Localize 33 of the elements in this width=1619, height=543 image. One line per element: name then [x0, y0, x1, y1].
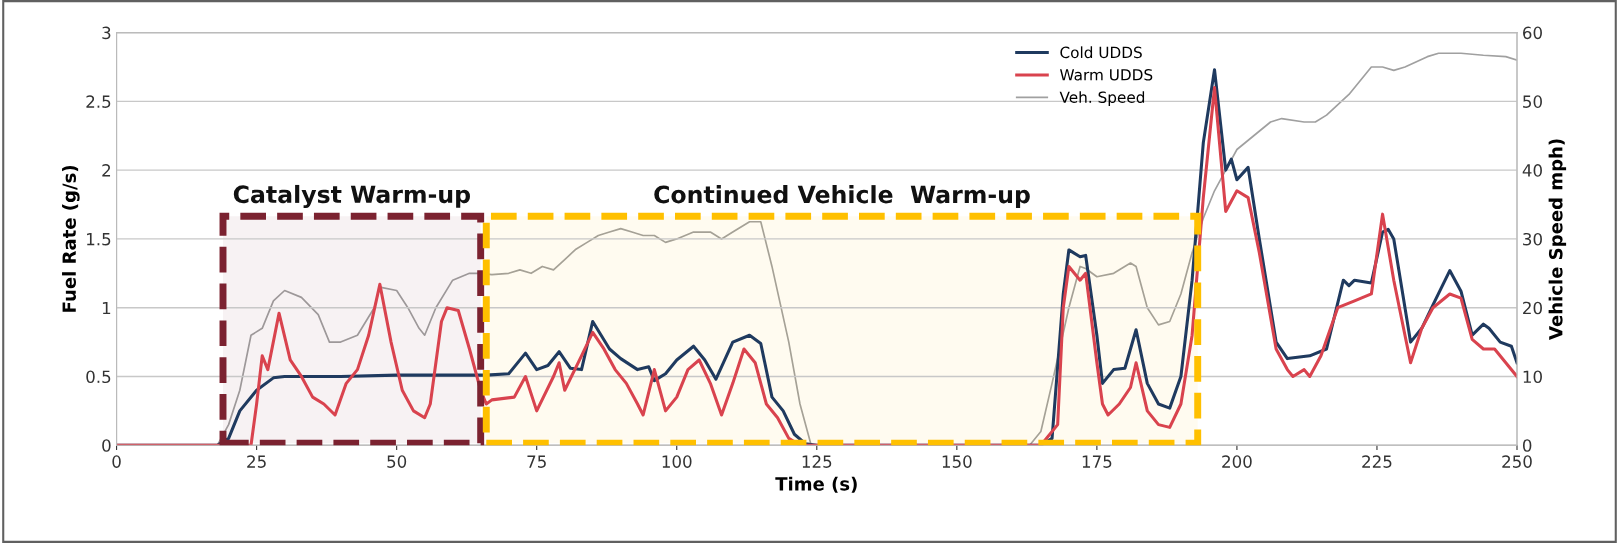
x-tick-label: 150 — [942, 455, 972, 468]
x-tick-label: 175 — [1082, 455, 1112, 468]
y2-tick-label: 20 — [1523, 301, 1542, 315]
y-tick-label: 1.5 — [87, 233, 111, 246]
x-tick-label: 200 — [1222, 455, 1252, 468]
y2-axis-title: Vehicle Speed mph) — [1548, 139, 1567, 340]
band-label: Catalyst Warm-up — [233, 184, 470, 208]
x-tick-label: 125 — [802, 455, 832, 468]
x-tick-label: 25 — [247, 455, 266, 468]
band-label: Continued Vehicle Warm-up — [654, 185, 1030, 208]
legend-label: Veh. Speed — [1059, 91, 1145, 106]
x-tick-label: 50 — [387, 455, 407, 468]
y-tick-label: 0 — [102, 439, 111, 452]
y-tick-label: 1 — [102, 301, 111, 315]
y2-tick-label: 0 — [1522, 439, 1532, 452]
legend-label: Warm UDDS — [1060, 69, 1153, 81]
y-tick-label: 3 — [102, 26, 111, 40]
x-tick-label: 225 — [1362, 455, 1392, 468]
y-tick-label: 2 — [102, 164, 111, 177]
x-axis-title: Time (s) — [775, 476, 857, 493]
y2-tick-label: 30 — [1523, 232, 1542, 246]
legend-label: Cold UDDS — [1060, 46, 1142, 59]
y2-tick-label: 10 — [1523, 370, 1542, 384]
x-tick-label: 250 — [1502, 455, 1532, 468]
y-axis-title: Fuel Rate (g/s) — [62, 165, 80, 312]
y-tick-label: 2.5 — [86, 95, 111, 108]
y2-tick-label: 40 — [1522, 164, 1542, 177]
x-tick-label: 0 — [112, 455, 121, 468]
y-tick-label: 0.5 — [86, 370, 111, 384]
x-tick-label: 100 — [662, 455, 692, 468]
x-tick-label: 75 — [527, 455, 546, 468]
y2-tick-label: 50 — [1523, 95, 1542, 108]
y2-tick-label: 60 — [1523, 26, 1542, 40]
